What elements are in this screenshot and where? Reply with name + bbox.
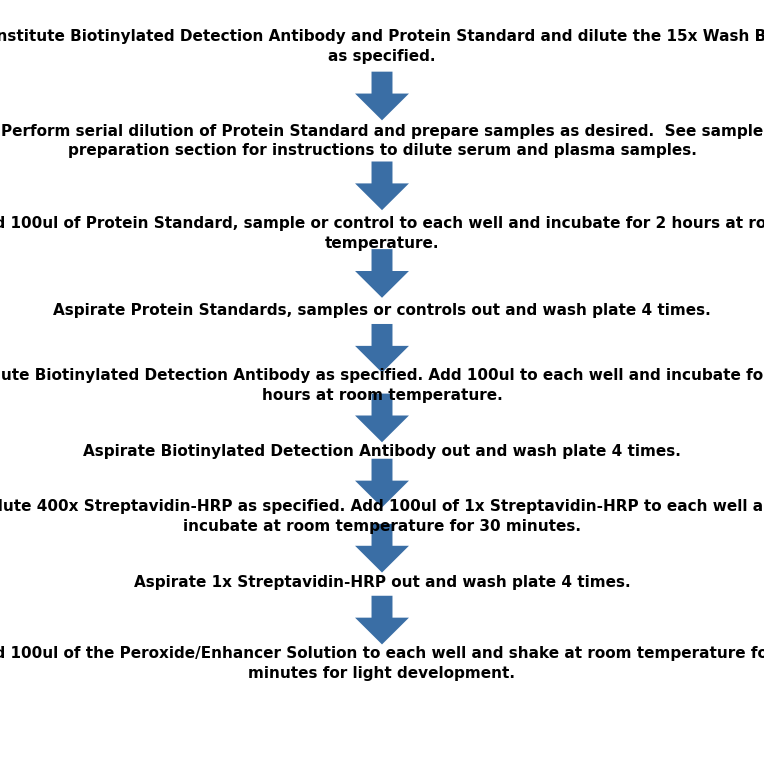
Text: Add 100ul of the Peroxide/Enhancer Solution to each well and shake at room tempe: Add 100ul of the Peroxide/Enhancer Solut… — [0, 646, 764, 681]
Text: Reconstitute Biotinylated Detection Antibody and Protein Standard and dilute the: Reconstitute Biotinylated Detection Anti… — [0, 29, 764, 64]
Polygon shape — [355, 524, 409, 572]
Polygon shape — [355, 324, 409, 373]
Polygon shape — [355, 161, 409, 210]
Text: Aspirate Protein Standards, samples or controls out and wash plate 4 times.: Aspirate Protein Standards, samples or c… — [53, 303, 711, 318]
Text: Aspirate 1x Streptavidin-HRP out and wash plate 4 times.: Aspirate 1x Streptavidin-HRP out and was… — [134, 575, 630, 590]
Polygon shape — [355, 458, 409, 507]
Polygon shape — [355, 72, 409, 120]
Text: Add 100ul of Protein Standard, sample or control to each well and incubate for 2: Add 100ul of Protein Standard, sample or… — [0, 216, 764, 251]
Polygon shape — [355, 393, 409, 442]
Polygon shape — [355, 596, 409, 644]
Text: Perform serial dilution of Protein Standard and prepare samples as desired.  See: Perform serial dilution of Protein Stand… — [1, 124, 763, 158]
Polygon shape — [355, 249, 409, 298]
Text: Dilute 400x Streptavidin-HRP as specified. Add 100ul of 1x Streptavidin-HRP to e: Dilute 400x Streptavidin-HRP as specifie… — [0, 500, 764, 534]
Text: Aspirate Biotinylated Detection Antibody out and wash plate 4 times.: Aspirate Biotinylated Detection Antibody… — [83, 444, 681, 459]
Text: Dilute Biotinylated Detection Antibody as specified. Add 100ul to each well and : Dilute Biotinylated Detection Antibody a… — [0, 368, 764, 403]
